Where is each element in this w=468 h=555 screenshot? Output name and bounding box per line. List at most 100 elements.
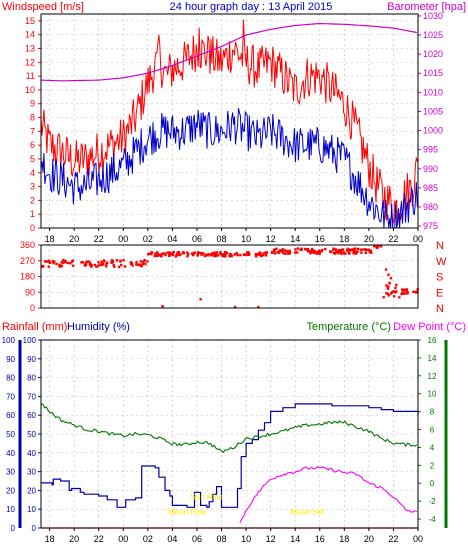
direction-point: [179, 253, 182, 256]
direction-point: [394, 290, 397, 294]
direction-point: [348, 248, 352, 252]
humidity-tick-label: 0: [32, 524, 37, 533]
rain-frame: [40, 339, 419, 529]
direction-point: [351, 248, 354, 251]
direction-point: [196, 251, 200, 254]
barometer-tick-label: 995: [423, 145, 438, 155]
direction-point: [257, 305, 260, 309]
direction-point: [300, 247, 303, 250]
direction-point: [153, 254, 156, 258]
rainfall-axis-label: Rainfall (mm): [2, 321, 67, 333]
direction-point: [347, 250, 351, 254]
direction-point: [88, 262, 92, 265]
direction-point: [313, 249, 316, 252]
direction-point: [318, 251, 321, 254]
direction-point: [346, 247, 349, 251]
direction-point: [247, 251, 250, 254]
direction-point: [113, 265, 116, 268]
direction-point: [246, 251, 249, 254]
direction-point: [315, 252, 319, 255]
wind-time-tick-label: 16: [315, 234, 325, 244]
direction-point: [177, 250, 181, 254]
humidity-tick-label: 90: [27, 355, 36, 364]
direction-point: [282, 248, 286, 252]
direction-point: [235, 252, 238, 255]
direction-point: [354, 252, 358, 255]
direction-point: [93, 263, 97, 267]
wind-gust-line: [40, 19, 418, 226]
direction-point: [394, 286, 397, 290]
direction-point: [105, 262, 108, 266]
wind-time-tick-label: 18: [339, 234, 349, 244]
direction-point: [264, 251, 267, 255]
rain-time-tick-label: 02: [143, 534, 153, 544]
direction-point: [89, 265, 93, 268]
direction-point: [342, 251, 346, 254]
direction-point: [311, 251, 314, 254]
direction-point: [87, 260, 91, 263]
direction-point: [320, 248, 324, 252]
wind-time-tick-label: 22: [94, 234, 104, 244]
direction-point: [311, 247, 314, 251]
direction-point: [98, 263, 101, 267]
wind-time-tick-label: 20: [364, 234, 374, 244]
direction-point: [259, 251, 262, 255]
direction-point: [222, 253, 226, 256]
wind-speed-tick-label: 11: [26, 71, 35, 81]
direction-point: [47, 265, 51, 268]
wind-speed-tick-label: 10: [25, 85, 35, 95]
direction-point: [156, 254, 159, 258]
direction-point: [224, 255, 227, 258]
temperature-tick-label: 0: [430, 479, 435, 488]
wind-speed-tick-label: 9: [30, 99, 35, 109]
humidity-tick-label: 40: [27, 449, 36, 458]
astro-annotation: Sun Rise: [191, 493, 224, 502]
direction-point: [156, 251, 159, 254]
direction-point: [62, 258, 65, 262]
rain-tick-label: 10: [6, 505, 15, 514]
direction-point: [367, 248, 371, 252]
direction-point: [296, 251, 299, 254]
direction-point: [402, 292, 406, 295]
direction-point: [83, 264, 87, 267]
direction-point: [161, 305, 164, 308]
direction-point: [414, 290, 418, 294]
direction-point: [135, 261, 138, 264]
direction-point: [154, 254, 158, 257]
rain-time-tick-label: 18: [45, 534, 55, 544]
rain-time-tick-label: 22: [388, 534, 398, 544]
direction-point: [186, 254, 189, 258]
direction-point: [412, 290, 415, 293]
direction-point: [199, 298, 202, 301]
direction-point: [196, 253, 199, 256]
wind-time-tick-label: 20: [69, 234, 79, 244]
direction-point: [202, 252, 205, 255]
compass-label: W: [436, 256, 447, 268]
direction-point: [233, 305, 237, 309]
direction-point: [154, 252, 157, 255]
direction-point: [317, 249, 321, 252]
wind-speed-tick-label: 13: [25, 44, 35, 54]
wind-speed-tick-label: 2: [30, 195, 35, 205]
temperature-axis-label: Temperature (°C): [307, 321, 391, 333]
direction-point: [129, 262, 133, 266]
rain-tick-label: 80: [6, 374, 15, 383]
rain-time-tick-label: 20: [364, 534, 374, 544]
direction-point: [55, 262, 58, 266]
direction-point: [293, 251, 297, 254]
direction-point: [100, 261, 103, 264]
barometer-tick-label: 1015: [423, 68, 443, 78]
direction-point: [158, 253, 162, 257]
temperature-tick-label: 6: [430, 426, 435, 435]
rain-time-tick-label: 00: [413, 534, 423, 544]
direction-point: [406, 290, 409, 294]
direction-point: [385, 291, 388, 295]
direction-point: [262, 252, 266, 255]
direction-point: [230, 254, 233, 258]
rain-time-tick-label: 06: [192, 534, 202, 544]
direction-point: [341, 248, 345, 251]
direction-point: [344, 252, 347, 255]
direction-point: [214, 254, 217, 258]
